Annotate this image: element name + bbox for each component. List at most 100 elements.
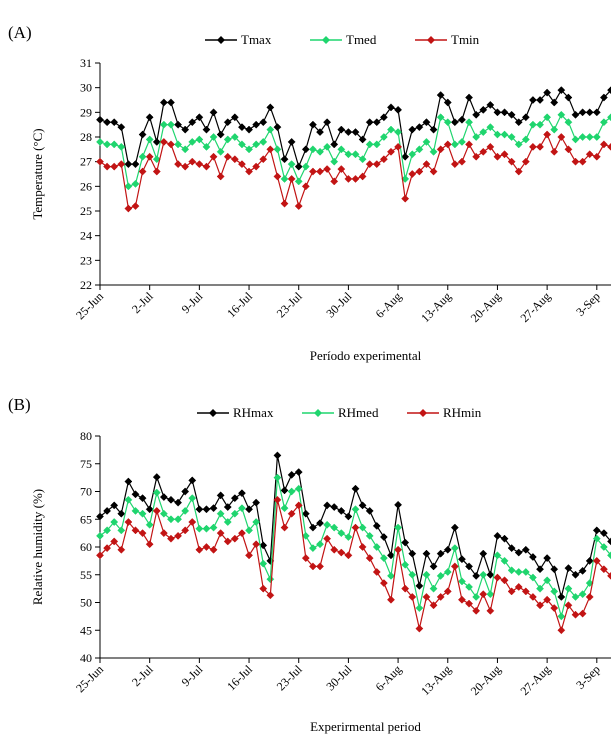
data-point-tmax	[181, 125, 190, 134]
data-point-tmin	[415, 167, 424, 176]
data-point-rhmax	[237, 489, 246, 498]
data-point-rhmed	[379, 554, 388, 563]
data-point-tmin	[259, 155, 268, 164]
data-point-tmed	[152, 155, 161, 164]
data-point-rhmax	[195, 505, 204, 514]
data-point-tmax	[429, 125, 438, 134]
data-point-tmed	[223, 135, 232, 144]
data-point-rhmed	[408, 570, 417, 579]
data-point-rhmax	[96, 512, 104, 521]
data-point-tmax	[365, 118, 374, 127]
panel-a-label: (A)	[8, 23, 32, 42]
data-point-tmed	[230, 133, 239, 141]
data-point-rhmed	[131, 506, 140, 515]
data-point-rhmed	[521, 568, 530, 576]
data-point-rhmin	[252, 540, 261, 549]
legend-label-tmed: Tmed	[346, 32, 377, 47]
panel-a-x-tick-label: 20-Aug	[468, 289, 504, 325]
data-point-rhmed	[557, 612, 566, 621]
data-point-rhmed	[394, 523, 403, 532]
data-point-tmax	[188, 118, 197, 127]
data-point-rhmed	[599, 543, 608, 551]
data-point-tmed	[408, 150, 417, 159]
data-point-tmed	[493, 130, 502, 139]
data-point-rhmax	[528, 553, 537, 561]
data-point-tmin	[458, 157, 466, 166]
data-point-tmed	[607, 113, 611, 122]
panel-b-x-tick-label: 20-Aug	[468, 662, 504, 698]
data-point-rhmed	[479, 570, 488, 579]
data-point-rhmin	[550, 604, 559, 613]
data-point-tmax	[245, 125, 253, 134]
data-point-rhmed	[465, 583, 474, 591]
data-point-rhmin	[372, 568, 381, 576]
data-point-tmin	[294, 202, 303, 211]
data-point-tmax	[195, 113, 204, 122]
data-point-tmed	[557, 110, 566, 119]
data-point-tmin	[138, 167, 147, 176]
data-point-tmax	[237, 123, 246, 132]
data-point-tmax	[436, 91, 445, 100]
data-point-tmax	[528, 96, 537, 104]
data-point-rhmax	[592, 526, 601, 535]
data-point-rhmax	[110, 501, 119, 510]
data-point-rhmax	[394, 500, 403, 509]
data-point-tmax	[280, 155, 289, 164]
panel-b-series-rhmed	[96, 473, 611, 621]
legend-label-tmax: Tmax	[241, 32, 272, 47]
data-point-rhmin	[436, 592, 445, 601]
data-point-rhmed	[528, 573, 537, 582]
data-point-tmax	[607, 86, 611, 95]
data-point-tmax	[273, 123, 282, 132]
data-point-rhmin	[599, 565, 608, 574]
data-point-rhmax	[287, 470, 296, 479]
data-point-rhmin	[280, 523, 289, 532]
data-point-rhmin	[245, 551, 253, 560]
data-point-tmax	[472, 110, 481, 119]
data-point-tmin	[564, 145, 573, 154]
data-point-tmed	[252, 140, 261, 149]
panel-a-y-tick-label: 26	[80, 179, 92, 193]
data-point-rhmin	[486, 606, 495, 615]
data-point-tmed	[351, 150, 360, 159]
data-point-rhmin	[493, 573, 502, 582]
data-point-rhmin	[571, 610, 580, 619]
data-point-tmed	[543, 113, 552, 122]
data-point-rhmed	[578, 590, 587, 599]
data-point-tmin	[280, 199, 289, 208]
data-point-tmin	[152, 167, 161, 176]
panel-a-x-tick-label: 25-Jun	[73, 289, 106, 322]
data-point-tmin	[96, 157, 104, 166]
data-point-tmax	[117, 123, 126, 132]
data-point-rhmax	[450, 523, 459, 532]
data-point-rhmax	[245, 505, 253, 514]
data-point-tmed	[528, 120, 537, 129]
data-point-rhmed	[351, 505, 360, 514]
data-point-rhmax	[507, 544, 516, 553]
data-point-tmax	[351, 128, 360, 137]
data-point-rhmax	[351, 484, 360, 493]
data-point-rhmin	[103, 544, 112, 553]
panel-a-y-tick-label: 25	[80, 204, 92, 218]
data-point-rhmin	[223, 537, 232, 546]
data-point-tmax	[507, 110, 516, 119]
panel-a-chart: (A) 22 23 24 25 26 27 28 29 30 31 25-Jun 2-Jul 9-Jul 1…	[8, 23, 611, 363]
data-point-tmax	[372, 118, 381, 127]
data-point-tmin	[110, 162, 119, 171]
data-point-tmed	[316, 147, 324, 156]
data-point-rhmax	[344, 512, 353, 521]
data-point-rhmin	[230, 534, 239, 543]
data-point-tmed	[479, 128, 488, 137]
panel-a-x-tick-label: 3-Sep	[573, 289, 603, 319]
data-point-rhmin	[557, 626, 566, 635]
data-point-tmed	[387, 125, 395, 134]
legend-marker-rhmed	[314, 409, 322, 417]
data-point-rhmax	[607, 537, 611, 546]
data-point-tmed	[550, 125, 559, 134]
data-point-rhmax	[443, 545, 452, 554]
data-point-rhmed	[287, 487, 296, 496]
data-point-tmin	[443, 140, 452, 149]
panel-a-x-tick-label: 13-Aug	[418, 289, 454, 325]
data-point-rhmed	[337, 529, 346, 538]
data-point-tmin	[578, 157, 587, 166]
